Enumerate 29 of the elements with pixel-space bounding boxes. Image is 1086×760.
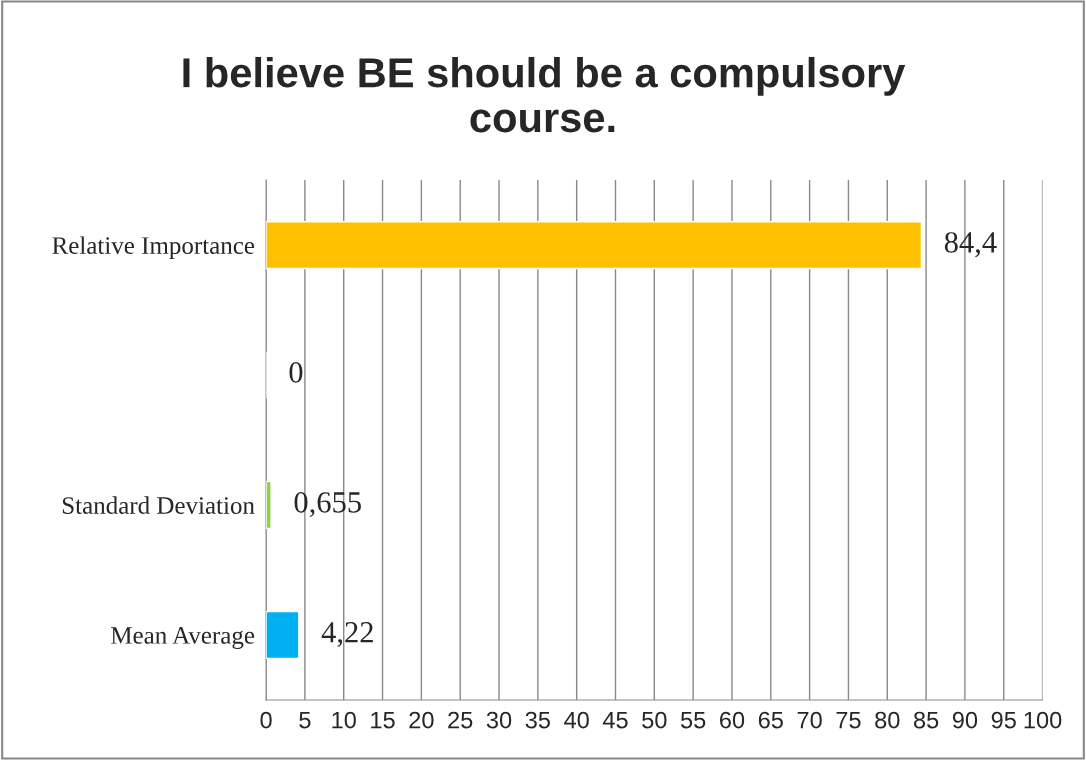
x-tick-label: 100 [1024, 711, 1062, 729]
x-tick-label: 40 [564, 711, 589, 729]
x-tick-label: 70 [797, 711, 822, 729]
data-label: 0,655 [294, 492, 361, 518]
x-tick-label: 45 [602, 711, 628, 729]
data-label: 0 [289, 362, 303, 383]
x-tick-label: 15 [371, 711, 395, 729]
x-tick-label: 20 [409, 711, 434, 729]
data-label: 84,4 [944, 232, 997, 258]
x-tick-label: 80 [875, 711, 900, 729]
x-tick-label: 85 [913, 711, 939, 729]
x-tick-label: 5 [299, 711, 311, 729]
x-tick-label: 60 [720, 711, 745, 729]
y-tick-label: Mean Average [111, 627, 255, 650]
x-tick-label: 65 [758, 711, 783, 729]
data-label: 4,22 [321, 622, 373, 648]
x-tick-label: 35 [525, 711, 550, 729]
x-tick-label: 55 [680, 711, 706, 729]
y-tick-label: Standard Deviation [62, 496, 255, 514]
x-tick-label: 30 [486, 711, 512, 729]
x-tick-label: 95 [991, 711, 1016, 729]
x-tick-label: 75 [836, 711, 861, 729]
x-tick-label: 50 [642, 711, 667, 729]
y-tick-label: Relative Importance [52, 236, 255, 260]
x-tick-label: 90 [952, 711, 978, 729]
chart-title: I believe BE should be a compulsory course. [183, 56, 906, 133]
x-tick-label: 25 [448, 711, 473, 729]
x-tick-label: 10 [332, 711, 356, 729]
x-tick-label: 0 [260, 711, 272, 729]
